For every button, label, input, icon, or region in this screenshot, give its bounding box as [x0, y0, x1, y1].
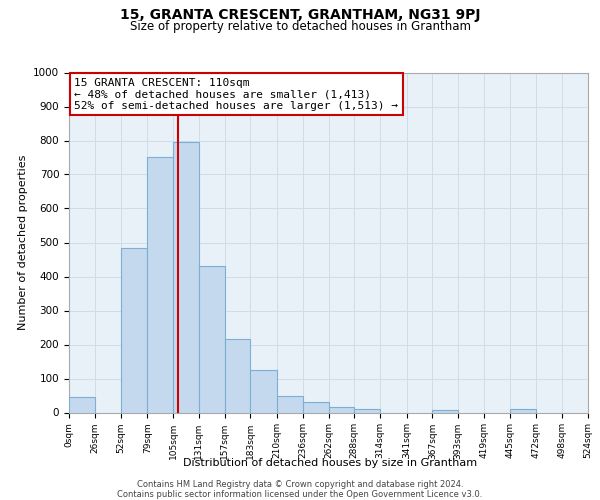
Bar: [173, 142, 199, 412]
Bar: [277, 396, 303, 412]
Bar: [224, 338, 250, 412]
Y-axis label: Number of detached properties: Number of detached properties: [17, 155, 28, 330]
Text: Distribution of detached houses by size in Grantham: Distribution of detached houses by size …: [183, 458, 477, 468]
Text: Size of property relative to detached houses in Grantham: Size of property relative to detached ho…: [130, 20, 470, 33]
Text: Contains public sector information licensed under the Open Government Licence v3: Contains public sector information licen…: [118, 490, 482, 499]
Bar: [510, 409, 536, 412]
Bar: [69, 397, 95, 412]
Bar: [433, 410, 458, 412]
Bar: [147, 158, 173, 412]
Text: 15 GRANTA CRESCENT: 110sqm
← 48% of detached houses are smaller (1,413)
52% of s: 15 GRANTA CRESCENT: 110sqm ← 48% of deta…: [74, 78, 398, 111]
Bar: [199, 266, 224, 412]
Text: 15, GRANTA CRESCENT, GRANTHAM, NG31 9PJ: 15, GRANTA CRESCENT, GRANTHAM, NG31 9PJ: [120, 8, 480, 22]
Bar: [121, 248, 147, 412]
Bar: [250, 370, 277, 412]
Bar: [354, 409, 380, 412]
Bar: [303, 402, 329, 412]
Bar: [329, 406, 354, 412]
Text: Contains HM Land Registry data © Crown copyright and database right 2024.: Contains HM Land Registry data © Crown c…: [137, 480, 463, 489]
